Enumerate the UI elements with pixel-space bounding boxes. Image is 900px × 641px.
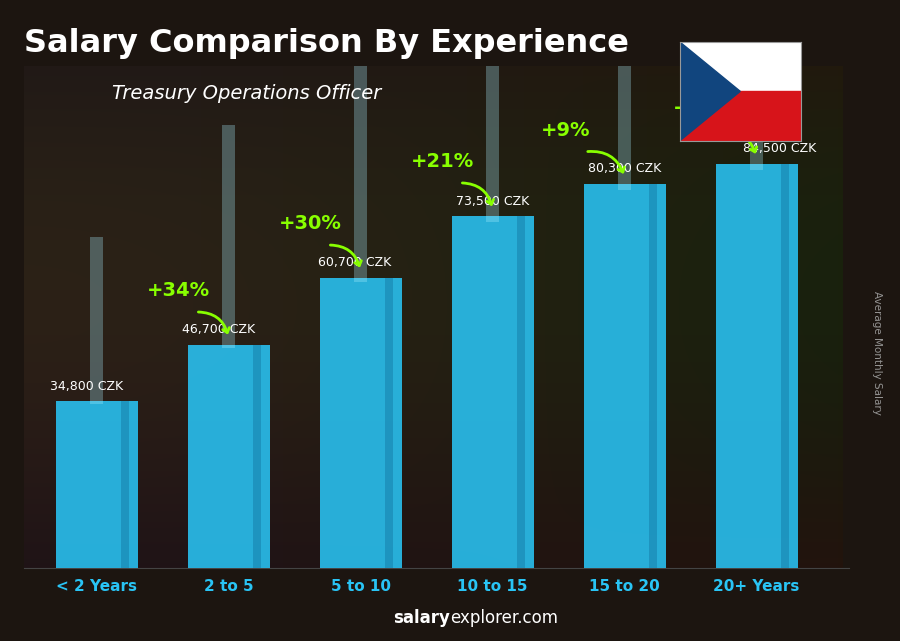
Bar [518,217,526,568]
Bar [452,217,534,568]
Bar [122,401,130,568]
Bar [91,238,103,404]
Text: 73,500 CZK: 73,500 CZK [455,195,529,208]
Text: Salary Comparison By Experience: Salary Comparison By Experience [24,28,629,59]
Text: 84,500 CZK: 84,500 CZK [743,142,816,155]
Polygon shape [680,42,740,141]
Text: +30%: +30% [279,214,342,233]
Text: +9%: +9% [540,121,590,140]
Text: +5%: +5% [672,99,722,119]
Bar [320,278,401,568]
Bar [56,401,138,568]
Text: 46,700 CZK: 46,700 CZK [183,323,256,336]
Bar [584,184,665,568]
Text: salary: salary [393,609,450,627]
Text: Average Monthly Salary: Average Monthly Salary [872,290,883,415]
Text: 80,300 CZK: 80,300 CZK [588,162,661,175]
Text: +21%: +21% [410,152,474,171]
Bar [487,0,499,222]
Bar [680,91,801,141]
Bar [781,163,789,568]
Bar [618,0,631,190]
Bar [253,344,261,568]
Bar [188,344,269,568]
Bar [680,42,801,91]
Bar [751,0,762,170]
Bar [649,184,657,568]
Bar [716,163,797,568]
Text: +34%: +34% [147,281,210,300]
Text: 60,700 CZK: 60,700 CZK [319,256,392,269]
Text: 34,800 CZK: 34,800 CZK [50,380,123,393]
Bar [355,0,366,282]
Bar [222,124,235,348]
Text: Treasury Operations Officer: Treasury Operations Officer [112,85,382,103]
Bar [385,278,393,568]
Text: explorer.com: explorer.com [450,609,558,627]
